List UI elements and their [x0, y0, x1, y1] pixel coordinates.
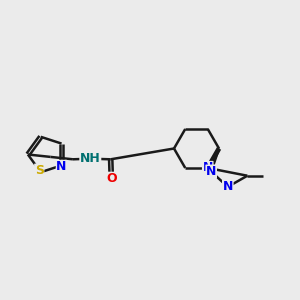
Text: S: S	[35, 164, 44, 177]
Text: N: N	[56, 160, 67, 173]
Text: O: O	[106, 172, 117, 185]
Text: N: N	[223, 180, 233, 193]
Text: N: N	[202, 161, 213, 175]
Text: NH: NH	[80, 152, 101, 165]
Text: N: N	[206, 165, 216, 178]
